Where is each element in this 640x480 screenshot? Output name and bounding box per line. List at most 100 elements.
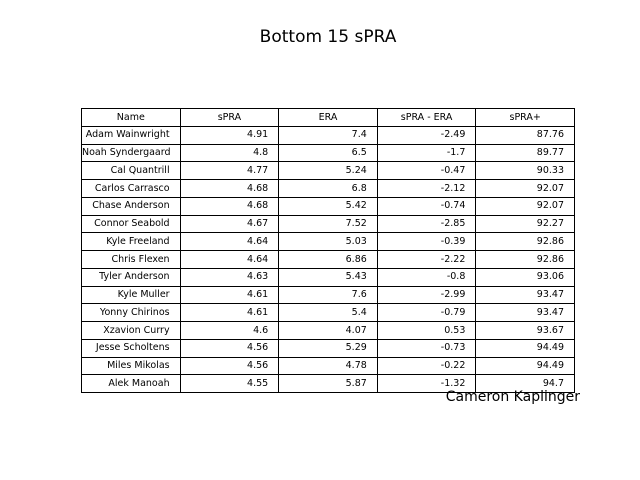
player-name-cell: Jesse Scholtens xyxy=(81,338,181,358)
stat-cell: 92.07 xyxy=(475,196,575,216)
stat-cell: 4.68 xyxy=(179,179,280,198)
player-name-cell: Chris Flexen xyxy=(81,250,181,269)
table-row: Noah Syndergaard 4.8 6.5 -1.7 89.77 xyxy=(81,143,575,163)
stat-cell: 93.67 xyxy=(475,321,575,340)
table-row: Kyle Muller 4.61 7.6 -2.99 93.47 xyxy=(81,285,575,305)
table-row: Yonny Chirinos 4.61 5.4 -0.79 93.47 xyxy=(81,303,575,322)
stat-cell: 4.63 xyxy=(179,267,280,287)
stat-cell: -1.32 xyxy=(376,374,477,393)
stat-cell: 4.56 xyxy=(179,338,280,358)
chart-title: Bottom 15 sPRA xyxy=(259,27,397,47)
table-header: Name sPRA ERA sPRA - ERA sPRA+ xyxy=(81,108,575,127)
stat-cell: 4.61 xyxy=(179,303,280,322)
stat-cell: 4.64 xyxy=(179,250,280,269)
table-row: Miles Mikolas 4.56 4.78 -0.22 94.49 xyxy=(81,356,575,376)
stat-cell: 89.77 xyxy=(475,143,575,163)
table-row: Cal Quantrill 4.77 5.24 -0.47 90.33 xyxy=(81,161,575,180)
stat-cell: 92.07 xyxy=(475,179,575,198)
player-name-cell: Alek Manoah xyxy=(81,374,181,393)
stat-cell: 6.8 xyxy=(278,179,378,198)
table-body: Adam Wainwright 4.91 7.4 -2.49 87.76 Noah Syn… xyxy=(81,125,575,393)
stat-cell: -0.79 xyxy=(376,303,477,322)
player-name-cell: Cal Quantrill xyxy=(81,161,181,180)
stat-cell: 4.07 xyxy=(278,321,378,340)
stat-cell: 93.47 xyxy=(475,303,575,322)
player-name-cell: Yonny Chirinos xyxy=(81,303,181,322)
stat-cell: 92.27 xyxy=(475,214,575,234)
stat-cell: 4.6 xyxy=(179,321,280,340)
stat-cell: 4.91 xyxy=(179,125,280,145)
player-name-cell: Kyle Muller xyxy=(81,285,181,305)
stat-cell: 6.86 xyxy=(278,250,378,269)
stat-cell: 7.4 xyxy=(278,125,378,145)
stat-cell: 0.53 xyxy=(376,321,477,340)
stat-cell: 94.7 xyxy=(475,374,575,393)
table-row: Chase Anderson 4.68 5.42 -0.74 92.07 xyxy=(81,196,575,216)
table-row: Jesse Scholtens 4.56 5.29 -0.73 94.49 xyxy=(81,338,575,358)
stat-cell: -0.39 xyxy=(376,232,477,251)
table-row: Connor Seabold 4.67 7.52 -2.85 92.27 xyxy=(81,214,575,234)
player-name-cell: Miles Mikolas xyxy=(81,356,181,376)
stat-cell: 5.42 xyxy=(278,196,378,216)
player-name-cell: Noah Syndergaard xyxy=(81,143,181,163)
stat-cell: 94.49 xyxy=(475,356,575,376)
stat-cell: 90.33 xyxy=(475,161,575,180)
column-header: sPRA xyxy=(179,108,280,127)
stat-cell: -0.74 xyxy=(376,196,477,216)
column-header: sPRA - ERA xyxy=(376,108,477,127)
stat-cell: -2.22 xyxy=(376,250,477,269)
stat-cell: -0.22 xyxy=(376,356,477,376)
player-name-cell: Kyle Freeland xyxy=(81,232,181,251)
player-name-cell: Xzavion Curry xyxy=(81,321,181,340)
player-name-cell: Tyler Anderson xyxy=(81,267,181,287)
stat-cell: -0.8 xyxy=(376,267,477,287)
column-header: sPRA+ xyxy=(475,108,575,127)
table-row: Xzavion Curry 4.6 4.07 0.53 93.67 xyxy=(81,321,575,340)
stat-cell: 4.8 xyxy=(179,143,280,163)
stat-cell: -0.47 xyxy=(376,161,477,180)
stat-cell: 4.67 xyxy=(179,214,280,234)
table-row: Adam Wainwright 4.91 7.4 -2.49 87.76 xyxy=(81,125,575,145)
stat-cell: 4.61 xyxy=(179,285,280,305)
stat-cell: 92.86 xyxy=(475,250,575,269)
stat-cell: 4.55 xyxy=(179,374,280,393)
stat-cell: 94.49 xyxy=(475,338,575,358)
stat-cell: 4.64 xyxy=(179,232,280,251)
stat-cell: 4.78 xyxy=(278,356,378,376)
stat-cell: -2.99 xyxy=(376,285,477,305)
stat-cell: 4.56 xyxy=(179,356,280,376)
player-name-cell: Carlos Carrasco xyxy=(81,179,181,198)
table-header-row: Name sPRA ERA sPRA - ERA sPRA+ xyxy=(81,108,575,127)
stat-cell: 5.24 xyxy=(278,161,378,180)
stat-cell: 5.43 xyxy=(278,267,378,287)
stat-cell: -2.85 xyxy=(376,214,477,234)
player-name-cell: Connor Seabold xyxy=(81,214,181,234)
stat-cell: 92.86 xyxy=(475,232,575,251)
table-row: Tyler Anderson 4.63 5.43 -0.8 93.06 xyxy=(81,267,575,287)
stat-cell: 6.5 xyxy=(278,143,378,163)
stat-cell: 5.4 xyxy=(278,303,378,322)
stat-cell: -1.7 xyxy=(376,143,477,163)
stat-cell: 7.6 xyxy=(278,285,378,305)
stat-cell: 4.68 xyxy=(179,196,280,216)
credit-text: Cameron Kaplinger xyxy=(445,389,580,405)
table-row: Chris Flexen 4.64 6.86 -2.22 92.86 xyxy=(81,250,575,269)
stat-cell: 93.06 xyxy=(475,267,575,287)
table-row: Alek Manoah 4.55 5.87 -1.32 94.7 xyxy=(81,374,575,393)
stat-cell: 7.52 xyxy=(278,214,378,234)
stat-cell: 5.29 xyxy=(278,338,378,358)
column-header: ERA xyxy=(278,108,378,127)
table-row: Kyle Freeland 4.64 5.03 -0.39 92.86 xyxy=(81,232,575,251)
stat-cell: -0.73 xyxy=(376,338,477,358)
table-row: Carlos Carrasco 4.68 6.8 -2.12 92.07 xyxy=(81,179,575,198)
stat-cell: 4.77 xyxy=(179,161,280,180)
stat-cell: 87.76 xyxy=(475,125,575,145)
stat-cell: 93.47 xyxy=(475,285,575,305)
spra-table: Name sPRA ERA sPRA - ERA sPRA+ Adam Wainwrig… xyxy=(81,108,575,393)
stat-cell: -2.49 xyxy=(376,125,477,145)
player-name-cell: Chase Anderson xyxy=(81,196,181,216)
stat-cell: 5.03 xyxy=(278,232,378,251)
player-name-cell: Adam Wainwright xyxy=(81,125,181,145)
stat-cell: 5.87 xyxy=(278,374,378,393)
column-header: Name xyxy=(81,108,181,127)
